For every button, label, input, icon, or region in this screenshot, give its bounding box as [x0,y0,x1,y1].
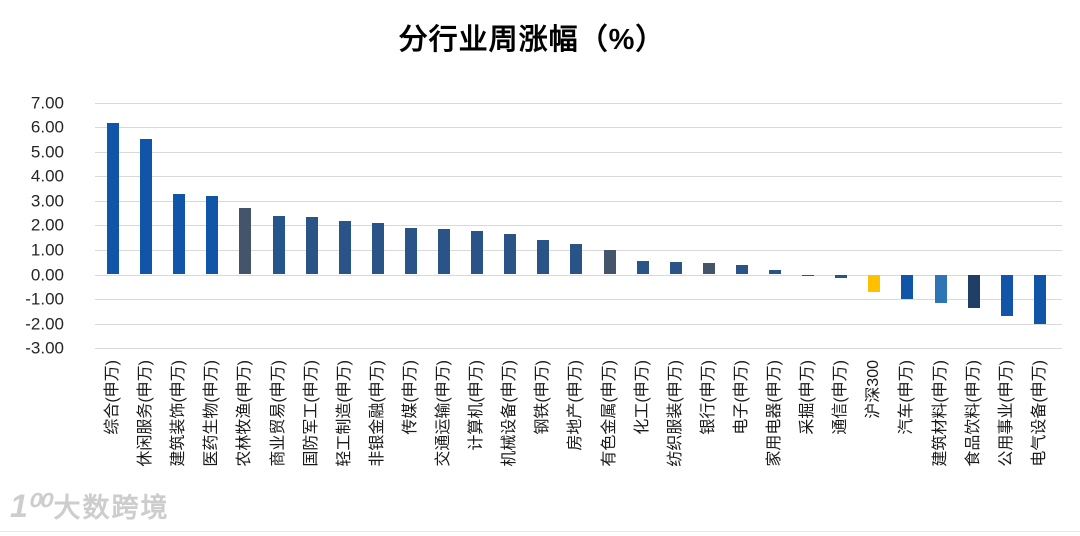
bar [206,196,219,275]
y-axis-tick-label: 5.00 [30,142,64,162]
x-axis-label: 医药生物(申万) [203,360,221,467]
bar [1000,274,1013,317]
bar [934,274,947,303]
bar [107,122,119,275]
gridline [95,102,1062,104]
x-axis-label: 计算机(申万) [468,360,486,451]
x-axis-label: 房地产(申万) [567,360,585,451]
x-axis-label: 银行(申万) [699,360,717,435]
x-axis-label: 食品饮料(申万) [964,360,982,467]
gridline [95,127,1062,129]
x-axis-label: 机械设备(申万) [501,360,519,467]
y-axis-tick-label: -1.00 [25,289,64,309]
bar [305,216,318,275]
gridline [95,348,1062,350]
gridline [95,323,1062,325]
x-axis-label: 纺织服装(申万) [666,360,684,467]
x-axis-label: 农林牧渔(申万) [236,360,254,467]
x-axis-label: 交通运输(申万) [435,360,452,467]
bar [173,193,186,275]
bar [702,263,715,275]
bar [471,231,484,275]
bar [1033,274,1046,325]
bar [769,269,781,275]
bar [967,274,980,308]
x-axis-label: 电子(申万) [732,360,750,435]
x-axis-label: 化工(申万) [633,360,651,435]
x-axis-label: 公用事业(申万) [997,360,1015,467]
bar [835,274,848,279]
y-axis-tick-label: 3.00 [30,191,64,211]
bar [504,234,517,275]
gridline [95,151,1062,153]
x-axis-label: 有色金属(申万) [600,360,618,467]
bottom-divider [0,531,1080,532]
gridline [95,274,1062,276]
gridline [95,299,1062,301]
y-axis-tick-label: 1.00 [30,240,64,260]
x-axis-label: 钢铁(申万) [534,360,552,435]
x-axis-label: 建筑装饰(申万) [170,360,188,467]
bar [802,274,815,276]
y-axis-tick-label: 7.00 [30,93,64,113]
y-axis-tick-label: 4.00 [30,166,64,186]
bar [636,261,649,275]
x-axis-label: 非银金融(申万) [368,360,386,467]
x-axis-label: 沪深300 [865,360,883,419]
bar [272,216,285,275]
x-axis-label: 国防军工(申万) [302,360,320,467]
bar [537,240,550,275]
gridline [95,225,1062,227]
watermark-100-icon: 1⁰⁰ [10,487,49,524]
bar [239,207,252,275]
y-axis-tick-label: 6.00 [30,117,64,137]
y-axis-tick-label: 0.00 [30,265,64,284]
bar [735,264,748,275]
bar [338,221,351,275]
x-axis-label: 休闲服务(申万) [137,360,155,467]
gridline [95,200,1062,202]
bar [603,249,616,275]
watermark-text: 大数跨境 [53,493,170,523]
x-axis-label: 综合(申万) [104,360,121,435]
watermark-logo: 1⁰⁰ 大数跨境 [10,486,169,525]
gridline [95,176,1062,178]
bar [140,138,153,275]
bar [669,261,682,275]
x-axis-label: 采掘(申万) [799,360,817,435]
bar [438,228,450,275]
x-axis-label: 汽车(申万) [898,360,916,435]
bar [868,274,881,292]
y-axis-tick-label: -2.00 [25,314,64,334]
y-axis-tick-label: -3.00 [25,338,64,358]
bar [901,274,914,300]
bar [570,243,583,275]
x-axis-label: 商业贸易(申万) [269,360,287,467]
x-axis-label: 家用电器(申万) [766,360,783,467]
y-axis-tick-label: 2.00 [30,215,64,235]
x-axis-label: 轻工制造(申万) [335,360,353,467]
chart-title: 分行业周涨幅（%） [398,24,666,56]
x-axis-label: 传媒(申万) [401,360,419,435]
x-axis-label: 通信(申万) [832,360,850,435]
x-axis-label: 建筑材料(申万) [931,360,949,467]
bar [404,228,417,275]
bar [371,222,384,275]
x-axis-label: 电气设备(申万) [1030,360,1048,467]
